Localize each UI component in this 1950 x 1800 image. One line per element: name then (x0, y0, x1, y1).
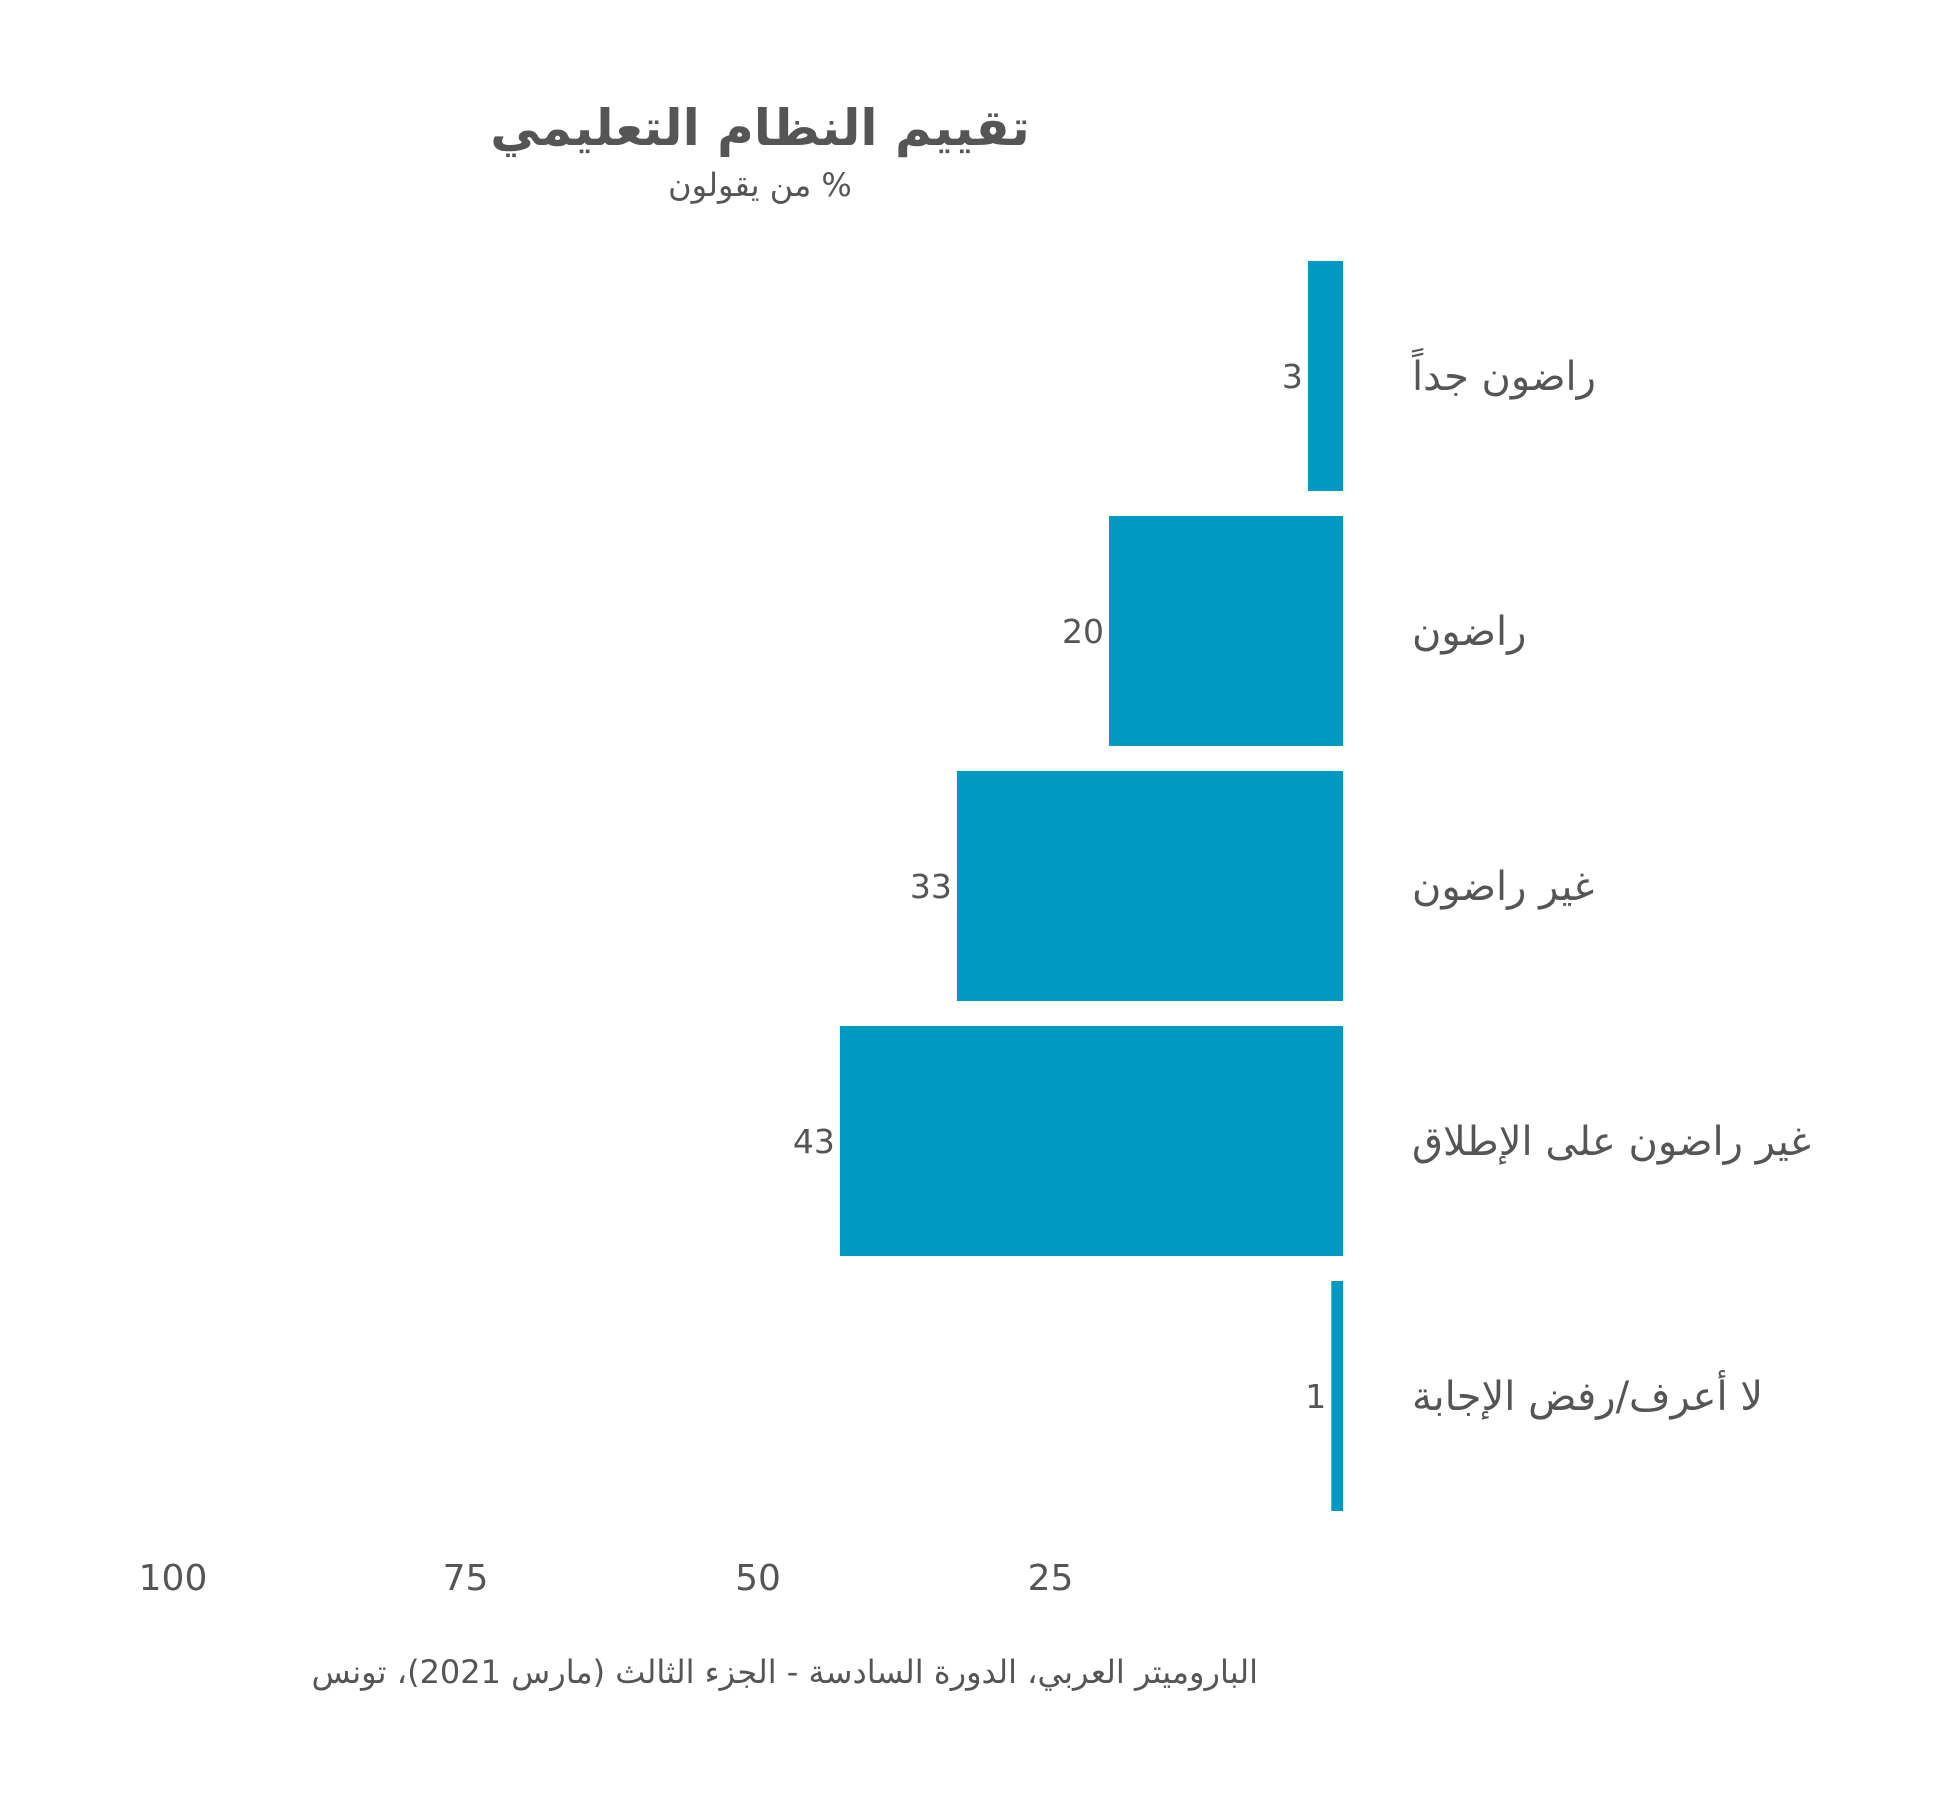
bar (956, 771, 1343, 1001)
value-label: 20 (1062, 612, 1104, 651)
category-label: راضون (1412, 609, 1526, 655)
value-label: 1 (1305, 1377, 1326, 1416)
value-label: 33 (910, 867, 952, 906)
chart-title: تقييم النظام التعليمي (490, 99, 1030, 157)
value-labels-layer: 3 20 33 43 1 (793, 357, 1326, 1416)
category-label: راضون جداً (1412, 347, 1596, 400)
bar (1331, 1281, 1343, 1511)
x-tick-label: 50 (735, 1558, 781, 1599)
x-tick-label: 25 (1028, 1558, 1074, 1599)
bar (1109, 516, 1343, 746)
value-label: 43 (793, 1122, 835, 1161)
value-label: 3 (1282, 357, 1303, 396)
source-note: الباروميتر العربي، الدورة السادسة - الجز… (311, 1653, 1258, 1691)
x-tick-label: 75 (443, 1558, 489, 1599)
x-tick-label: 100 (139, 1558, 208, 1599)
category-label: لا أعرف/رفض الإجابة (1412, 1370, 1763, 1420)
bar (1307, 261, 1343, 491)
category-labels-layer: راضون جداً راضون غير راضون غير راضون على ال… (1412, 347, 1811, 1420)
bar (839, 1026, 1343, 1256)
category-label: غير راضون (1412, 864, 1594, 910)
bars-layer (839, 261, 1343, 1511)
category-label: غير راضون على الإطلاق (1412, 1119, 1811, 1165)
chart-subtitle: % من يقولون (668, 166, 852, 204)
x-axis: 100 75 50 25 (139, 1558, 1074, 1599)
